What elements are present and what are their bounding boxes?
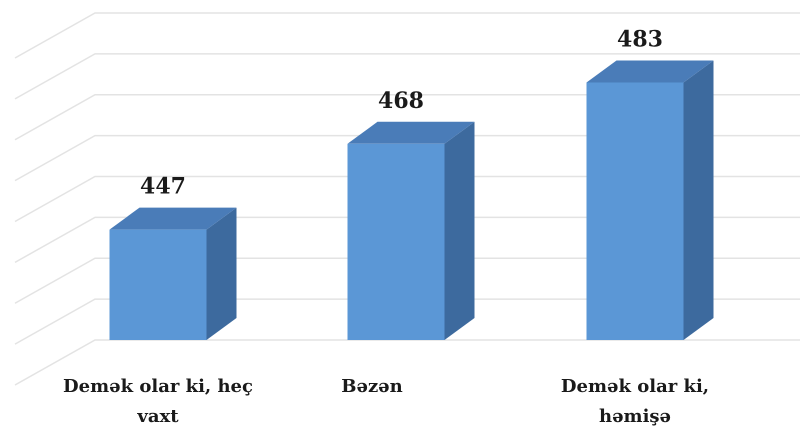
value-label: 468 (378, 88, 424, 114)
bar (347, 143, 445, 340)
value-label: 483 (617, 26, 663, 52)
grid-line (14, 298, 800, 345)
x-tick-label: Demək olar ki, həmişə (560, 376, 710, 427)
x-tick-label: Bəzən (341, 376, 403, 397)
grid-line (14, 12, 800, 59)
bar-top (109, 207, 237, 230)
bar-side (444, 121, 475, 340)
grid-line (14, 216, 800, 264)
bar (109, 229, 207, 340)
grid-line (14, 257, 800, 304)
grid-line (14, 339, 800, 386)
grid-line (14, 53, 800, 100)
grid-line (14, 94, 800, 141)
bar-top (347, 121, 475, 144)
bar-side (206, 207, 237, 340)
bar-top (586, 60, 714, 83)
value-label: 447 (140, 174, 186, 200)
x-tick-label: Demək olar ki, heç vaxt (63, 376, 253, 427)
grid-line (14, 134, 800, 182)
bar (586, 82, 684, 341)
bar-side (683, 60, 714, 341)
grid-line (14, 175, 800, 223)
